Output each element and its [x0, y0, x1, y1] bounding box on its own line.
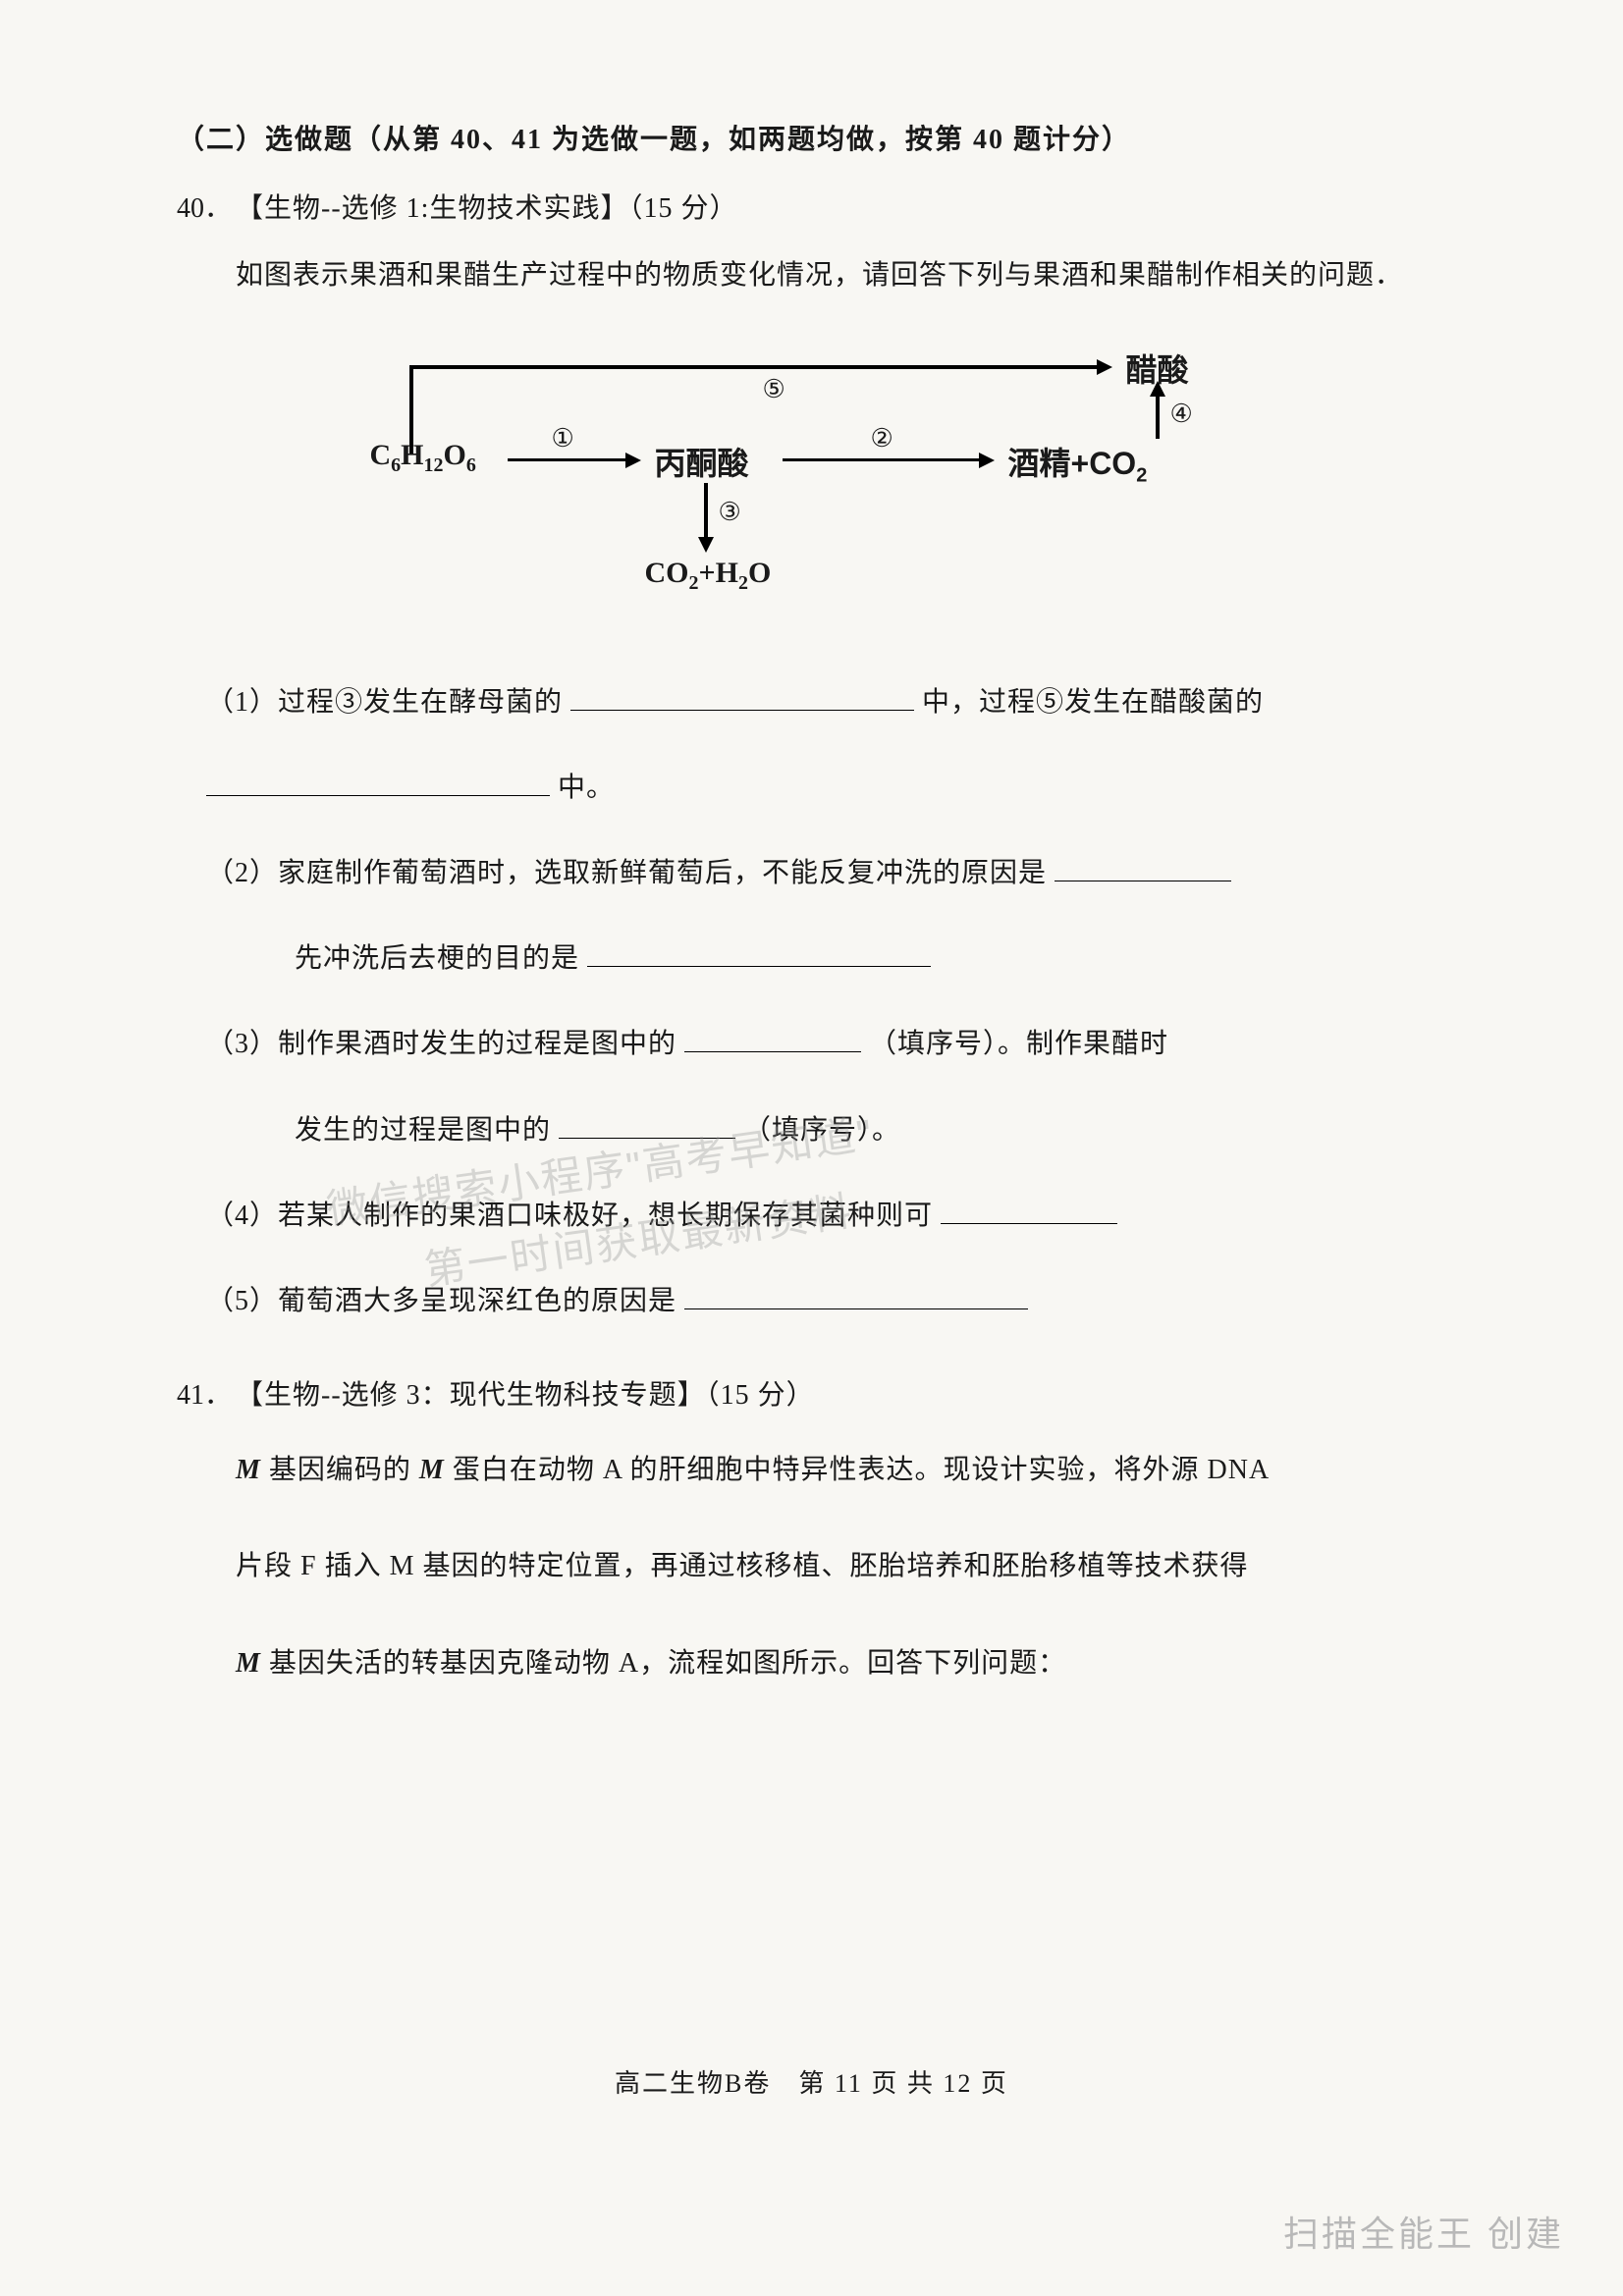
q40-sub2-cont: 先冲洗后去梗的目的是	[295, 926, 1446, 991]
pyruvate-label: 丙酮酸	[655, 439, 749, 484]
step2-label: ②	[871, 424, 893, 454]
page-footer: 高二生物B卷 第 11 页 共 12 页	[0, 2063, 1623, 2100]
blank	[559, 1111, 735, 1139]
question-40: 40． 【生物--选修 1:生物技术实践】（15 分） 如图表示果酒和果醋生产过…	[177, 187, 1446, 1334]
q40-sub3-cont: 发生的过程是图中的 （填序号）。	[295, 1097, 1446, 1163]
diagram-line	[704, 483, 708, 537]
arrow-head	[625, 453, 641, 468]
diagram-line	[783, 458, 979, 461]
sub2-text-a: （2）家庭制作葡萄酒时，选取新鲜葡萄后，不能反复冲洗的原因是	[206, 858, 1047, 888]
step5-label: ⑤	[763, 375, 785, 404]
q41-number: 41．	[177, 1380, 232, 1411]
arrow-head	[1150, 381, 1165, 397]
q41-line3: M 基因失活的转基因克隆动物 A，流程如图所示。回答下列问题：	[236, 1626, 1446, 1702]
step3-label: ③	[719, 498, 741, 527]
glucose-label: C6H12O6	[370, 439, 476, 477]
diagram-line	[508, 458, 625, 461]
diagram-line	[409, 365, 1097, 369]
sub1-text-c: 中。	[558, 773, 615, 803]
arrow-head	[1097, 359, 1112, 375]
scanner-watermark: 扫描全能王 创建	[1283, 2206, 1564, 2257]
q40-sub4: （4）若某人制作的果酒口味极好，想长期保存其菌种则可	[206, 1183, 1446, 1249]
blank	[206, 769, 550, 796]
q40-sub2: （2）家庭制作葡萄酒时，选取新鲜葡萄后，不能反复冲洗的原因是	[206, 840, 1446, 906]
q40-sub5: （5）葡萄酒大多呈现深红色的原因是	[206, 1268, 1446, 1334]
blank	[684, 1282, 1028, 1309]
arrow-head	[698, 537, 714, 553]
sub4-text: （4）若某人制作的果酒口味极好，想长期保存其菌种则可	[206, 1201, 933, 1231]
arrow-head	[979, 453, 995, 468]
blank	[587, 939, 931, 967]
step4-label: ④	[1170, 400, 1193, 429]
sub3-text-b: （填序号）。制作果醋时	[869, 1029, 1168, 1059]
blank	[570, 683, 914, 711]
q40-intro: 如图表示果酒和果醋生产过程中的物质变化情况，请回答下列与果酒和果醋制作相关的问题…	[236, 245, 1446, 306]
sub5-text: （5）葡萄酒大多呈现深红色的原因是	[206, 1286, 676, 1316]
page-content: （二）选做题（从第 40、41 为选做一题，如两题均做，按第 40 题计分） 4…	[177, 118, 1446, 1702]
step1-label: ①	[552, 424, 574, 454]
alcohol-label: 酒精+CO2	[1008, 439, 1148, 487]
sub3-text-a: （3）制作果酒时发生的过程是图中的	[206, 1029, 676, 1059]
sub2-text-b: 先冲洗后去梗的目的是	[295, 943, 579, 974]
q40-title: 【生物--选修 1:生物技术实践】（15 分）	[236, 193, 737, 224]
q41-line2: 片段 F 插入 M 基因的特定位置，再通过核移植、胚胎培养和胚胎移植等技术获得	[236, 1528, 1446, 1605]
sub3-text-d: （填序号）。	[743, 1115, 900, 1146]
question-41: 41． 【生物--选修 3：现代生物科技专题】（15 分） M 基因编码的 M …	[177, 1373, 1446, 1702]
q40-sub1: （1）过程③发生在酵母菌的 中，过程⑤发生在醋酸菌的	[206, 669, 1446, 735]
q40-diagram: ⑤ 醋酸 C6H12O6 ① 丙酮酸 ② 酒精+CO2 ④ ③	[370, 346, 1254, 620]
q40-sub1-cont: 中。	[206, 755, 1446, 821]
diagram-line	[1156, 395, 1160, 439]
blank	[684, 1025, 861, 1052]
section-header: （二）选做题（从第 40、41 为选做一题，如两题均做，按第 40 题计分）	[177, 118, 1446, 157]
q40-number: 40．	[177, 193, 232, 224]
q41-line1: M 基因编码的 M 蛋白在动物 A 的肝细胞中特异性表达。现设计实验，将外源 D…	[236, 1432, 1446, 1509]
sub1-text-b: 中，过程⑤发生在醋酸菌的	[922, 687, 1264, 718]
sub1-text-a: （1）过程③发生在酵母菌的	[206, 687, 563, 718]
blank	[941, 1197, 1117, 1224]
q41-title: 【生物--选修 3：现代生物科技专题】（15 分）	[236, 1380, 815, 1411]
blank	[1055, 854, 1231, 881]
sub3-text-c: 发生的过程是图中的	[295, 1115, 551, 1146]
q40-sub3: （3）制作果酒时发生的过程是图中的 （填序号）。制作果醋时	[206, 1011, 1446, 1077]
co2h2o-label: CO2+H2O	[645, 557, 772, 595]
